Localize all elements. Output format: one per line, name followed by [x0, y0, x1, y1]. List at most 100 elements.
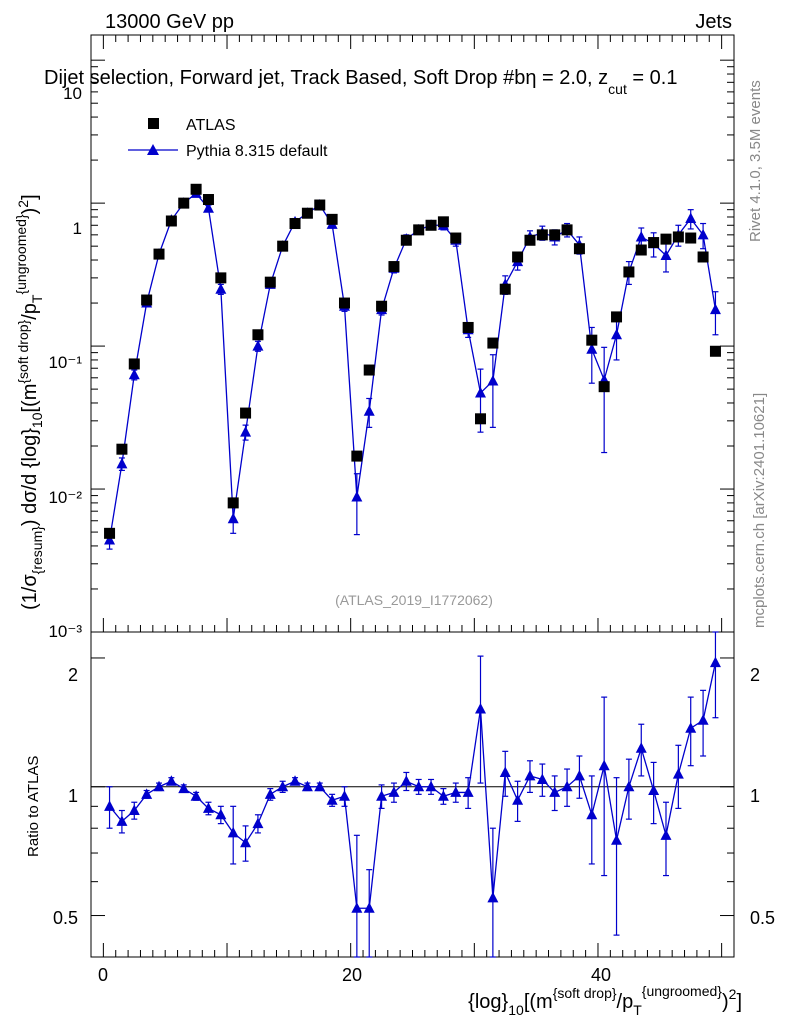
atlas-point: [413, 224, 425, 236]
ratio-point: [623, 780, 635, 792]
ratio-point: [289, 775, 301, 786]
pythia-point: [351, 490, 363, 502]
atlas-point: [215, 272, 227, 284]
legend-pythia-marker: [147, 144, 159, 155]
atlas-point: [400, 234, 412, 246]
ratio-series-line: [109, 662, 717, 909]
atlas-point: [202, 194, 214, 206]
pythia-point: [487, 374, 499, 386]
ratio-point: [153, 780, 165, 792]
ratio-point: [672, 768, 684, 779]
atlas-point: [536, 229, 548, 241]
x-tick-labels: 0 20 40: [98, 965, 611, 985]
pythia-point: [128, 368, 140, 380]
analysis-id: (ATLAS_2019_I1772062): [335, 592, 493, 608]
legend-atlas-marker: [148, 118, 159, 129]
pythia-point: [215, 283, 227, 294]
ratio-ytick-2-right: 2: [750, 665, 760, 685]
ratio-point: [437, 790, 449, 801]
atlas-point: [635, 244, 647, 256]
ratio-point: [116, 815, 128, 826]
pythia-point: [104, 534, 116, 545]
ratio-ytick-1-left: 1: [68, 786, 78, 806]
atlas-point: [487, 337, 499, 349]
ratio-point: [487, 891, 499, 903]
ratio-point: [252, 817, 264, 829]
ratio-plot-frame: [90, 631, 735, 958]
ratio-ytick-2-left: 2: [68, 665, 78, 685]
atlas-point: [178, 197, 190, 209]
atlas-point: [462, 321, 474, 333]
atlas-point: [685, 232, 697, 244]
ratio-point: [141, 788, 153, 799]
atlas-point: [561, 224, 573, 236]
ratio-point: [190, 790, 202, 801]
main-y-tick-labels: 10⁻³ 10⁻² 10⁻¹ 1 10: [48, 84, 82, 641]
atlas-point: [104, 527, 116, 539]
energy-label: 13000 GeV pp: [105, 11, 234, 33]
main-ytick-10: 10: [63, 84, 82, 103]
main-ytick-1e-3: 10⁻³: [48, 622, 82, 641]
pythia-point: [611, 328, 623, 340]
ratio-point: [660, 829, 672, 840]
legend-atlas-label: ATLAS: [186, 117, 236, 134]
atlas-point: [425, 219, 437, 231]
ratio-point: [240, 836, 252, 848]
atlas-point: [376, 300, 388, 312]
atlas-point: [289, 218, 301, 230]
ratio-point: [413, 780, 425, 792]
ratio-point: [598, 759, 610, 771]
legend-pythia-label: Pythia 8.315 default: [186, 143, 328, 160]
atlas-point: [437, 216, 449, 228]
ratio-point: [561, 780, 573, 792]
pythia-point: [116, 457, 128, 469]
ratio-point: [512, 794, 524, 805]
ratio-ytick-0.5-left: 0.5: [53, 908, 78, 928]
pythia-point: [586, 343, 598, 354]
ratio-point: [450, 786, 462, 797]
atlas-point: [153, 248, 165, 260]
ratio-point: [376, 790, 388, 801]
pythia-point: [252, 340, 264, 351]
ratio-point: [202, 802, 214, 813]
ratio-point: [586, 808, 598, 820]
pythia-point: [227, 512, 239, 524]
atlas-point: [549, 229, 561, 241]
pythia-point: [660, 249, 672, 261]
pythia-point: [202, 202, 214, 213]
ratio-point: [264, 788, 276, 799]
ratio-point: [388, 786, 400, 797]
main-ytick-1: 1: [73, 219, 82, 238]
ratio-point: [277, 780, 289, 792]
ratio-y-axis-title: Ratio to ATLAS: [25, 756, 42, 857]
main-ytick-1e-2: 10⁻²: [48, 488, 82, 507]
axis-ticks: [91, 35, 734, 958]
ratio-point: [549, 786, 561, 797]
atlas-point: [128, 358, 140, 370]
ratio-point: [351, 902, 363, 913]
atlas-point: [598, 381, 610, 393]
xtick-0: 0: [98, 965, 108, 985]
ratio-point: [178, 782, 190, 794]
main-series-layer: [104, 183, 721, 550]
ratio-point: [400, 775, 412, 786]
selection-tail: = 0.1: [627, 67, 678, 89]
atlas-point: [611, 311, 623, 323]
pythia-series-line: [108, 192, 717, 541]
atlas-point: [524, 234, 536, 246]
ratio-point: [227, 826, 239, 838]
atlas-point: [697, 251, 709, 263]
ratio-point: [536, 773, 548, 784]
atlas-point: [672, 231, 684, 243]
ratio-point: [475, 702, 487, 714]
atlas-point: [252, 329, 264, 341]
ratio-point: [326, 794, 338, 805]
ratio-point: [301, 780, 313, 792]
ratio-point: [165, 775, 177, 786]
ratio-point: [425, 780, 437, 792]
ratio-ytick-1-right: 1: [750, 786, 760, 806]
selection-params: η = 2.0, z: [525, 67, 608, 89]
legend: ATLAS Pythia 8.315 default: [128, 117, 328, 160]
selection-sub: cut: [608, 81, 627, 97]
ratio-point: [685, 722, 697, 733]
